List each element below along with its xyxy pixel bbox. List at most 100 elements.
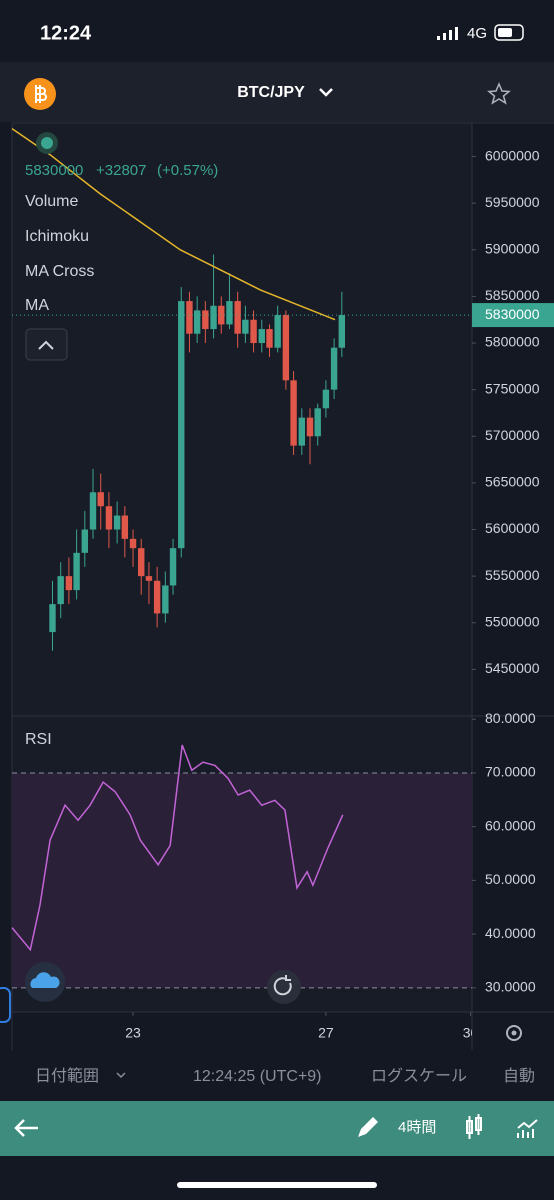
candle-body	[153, 580, 161, 614]
rsi-band-fill	[12, 772, 472, 988]
rsi-line	[11, 744, 344, 952]
candle-body	[129, 538, 137, 549]
rsi-pane: 80.0000 70.0000 60.0000 50.0000 40.0000 30.00…	[11, 710, 536, 995]
candle-body	[169, 548, 177, 586]
candle-body	[226, 301, 233, 325]
log-scale-toggle[interactable]: ログスケール	[371, 1067, 467, 1085]
y-tick-label: 5650000	[485, 474, 540, 490]
y-tick-label: 5750000	[485, 380, 540, 396]
clock[interactable]: 12:24:25 (UTC+9)	[193, 1068, 322, 1085]
candle-body	[338, 315, 346, 348]
x-tick-label: 30	[463, 1025, 479, 1041]
y-tick-label: 5550000	[485, 567, 540, 583]
y-tick-label: 5800000	[485, 334, 540, 350]
candle-body	[138, 548, 145, 577]
candle-body	[162, 585, 169, 614]
candle-body	[314, 408, 321, 437]
indicator-label[interactable]: Volume	[25, 193, 78, 210]
settings-icon[interactable]	[506, 1025, 522, 1041]
chart-type-button[interactable]	[466, 1114, 482, 1139]
header-bar	[0, 62, 554, 122]
y-tick-label: 40.0000	[485, 925, 536, 941]
toolbar	[0, 1101, 554, 1156]
candle-body	[330, 347, 338, 390]
indicator-label[interactable]: Ichimoku	[25, 228, 89, 245]
candle-body	[218, 305, 225, 325]
network-type: 4G	[467, 25, 487, 42]
settings-icon-core	[511, 1030, 517, 1036]
last-price-label: 5830000	[485, 306, 540, 322]
footer-bar	[0, 1056, 554, 1100]
candle-body	[89, 492, 97, 530]
y-tick-label: 5600000	[485, 520, 540, 536]
favorite-star[interactable]	[487, 82, 511, 105]
date-range-chevron	[116, 1072, 126, 1079]
home-indicator	[177, 1182, 377, 1188]
candle-body	[234, 301, 241, 334]
y-tick-label: 5500000	[485, 613, 540, 629]
pair-selector[interactable]: BTC/JPY	[237, 84, 305, 101]
candle-body	[266, 329, 273, 348]
candle-body	[121, 515, 129, 539]
price-pane: 6000000 5950000 5900000 5850000 5800000 57500…	[11, 127, 554, 676]
candle-body	[49, 604, 56, 633]
candle-body	[306, 417, 314, 437]
status-time: 12:24	[40, 22, 92, 44]
reset-button[interactable]	[267, 970, 301, 1004]
pair-chevron[interactable]	[319, 88, 333, 97]
candle-body	[178, 301, 185, 549]
candle-body	[298, 417, 305, 446]
candle-body	[105, 506, 113, 530]
candle-body	[193, 310, 201, 334]
indicators-button[interactable]	[517, 1119, 538, 1138]
candle-body	[145, 576, 153, 581]
x-tick-label: 27	[318, 1025, 334, 1041]
coin-glyph	[35, 85, 47, 103]
y-tick-label: 30.0000	[485, 979, 536, 995]
candle-body	[81, 529, 89, 553]
back-button[interactable]	[14, 1119, 38, 1137]
signal-icon	[437, 27, 458, 40]
legend-change-pct: (+0.57%)	[157, 162, 218, 179]
rsi-title: RSI	[25, 731, 52, 748]
battery-icon	[494, 24, 524, 41]
candle-body	[186, 301, 193, 334]
candle-body	[113, 515, 121, 530]
candle-body	[202, 310, 209, 330]
candle-body	[282, 315, 290, 381]
collapse-button[interactable]	[25, 328, 68, 361]
draw-tool[interactable]	[358, 1117, 378, 1137]
candle-body	[322, 389, 330, 409]
y-tick-label: 5850000	[485, 287, 540, 303]
y-tick-label: 60.0000	[485, 817, 536, 833]
x-axis: 23 27 30	[125, 1025, 479, 1041]
y-tick-label: 80.0000	[485, 710, 536, 726]
legend-change: +32807	[96, 162, 146, 179]
cloud-icon	[30, 972, 60, 988]
auto-scale-toggle[interactable]: 自動	[503, 1067, 535, 1085]
candle-body	[274, 315, 281, 348]
x-tick-label: 23	[125, 1025, 141, 1041]
y-tick-label: 70.0000	[485, 764, 536, 780]
side-handle[interactable]	[0, 987, 11, 1023]
y-tick-label: 5900000	[485, 241, 540, 257]
candle-body	[258, 329, 265, 344]
date-range-button[interactable]: 日付範囲	[35, 1067, 99, 1085]
y-tick-label: 5700000	[485, 427, 540, 443]
candle-body	[250, 319, 257, 344]
candle-body	[65, 576, 73, 591]
interval-selector[interactable]: 4時間	[398, 1119, 436, 1136]
legend-price: 5830000	[25, 162, 83, 179]
y-tick-label: 50.0000	[485, 871, 536, 887]
candle-body	[242, 319, 249, 334]
y-tick-label: 5950000	[485, 194, 540, 210]
battery-level	[498, 28, 512, 37]
y-tick-label: 6000000	[485, 147, 540, 163]
last-price-box	[472, 303, 554, 328]
y-tick-label: 5450000	[485, 660, 540, 676]
indicator-label[interactable]: MA Cross	[25, 263, 94, 280]
indicator-label[interactable]: MA	[25, 297, 49, 314]
candle-body	[73, 552, 80, 591]
